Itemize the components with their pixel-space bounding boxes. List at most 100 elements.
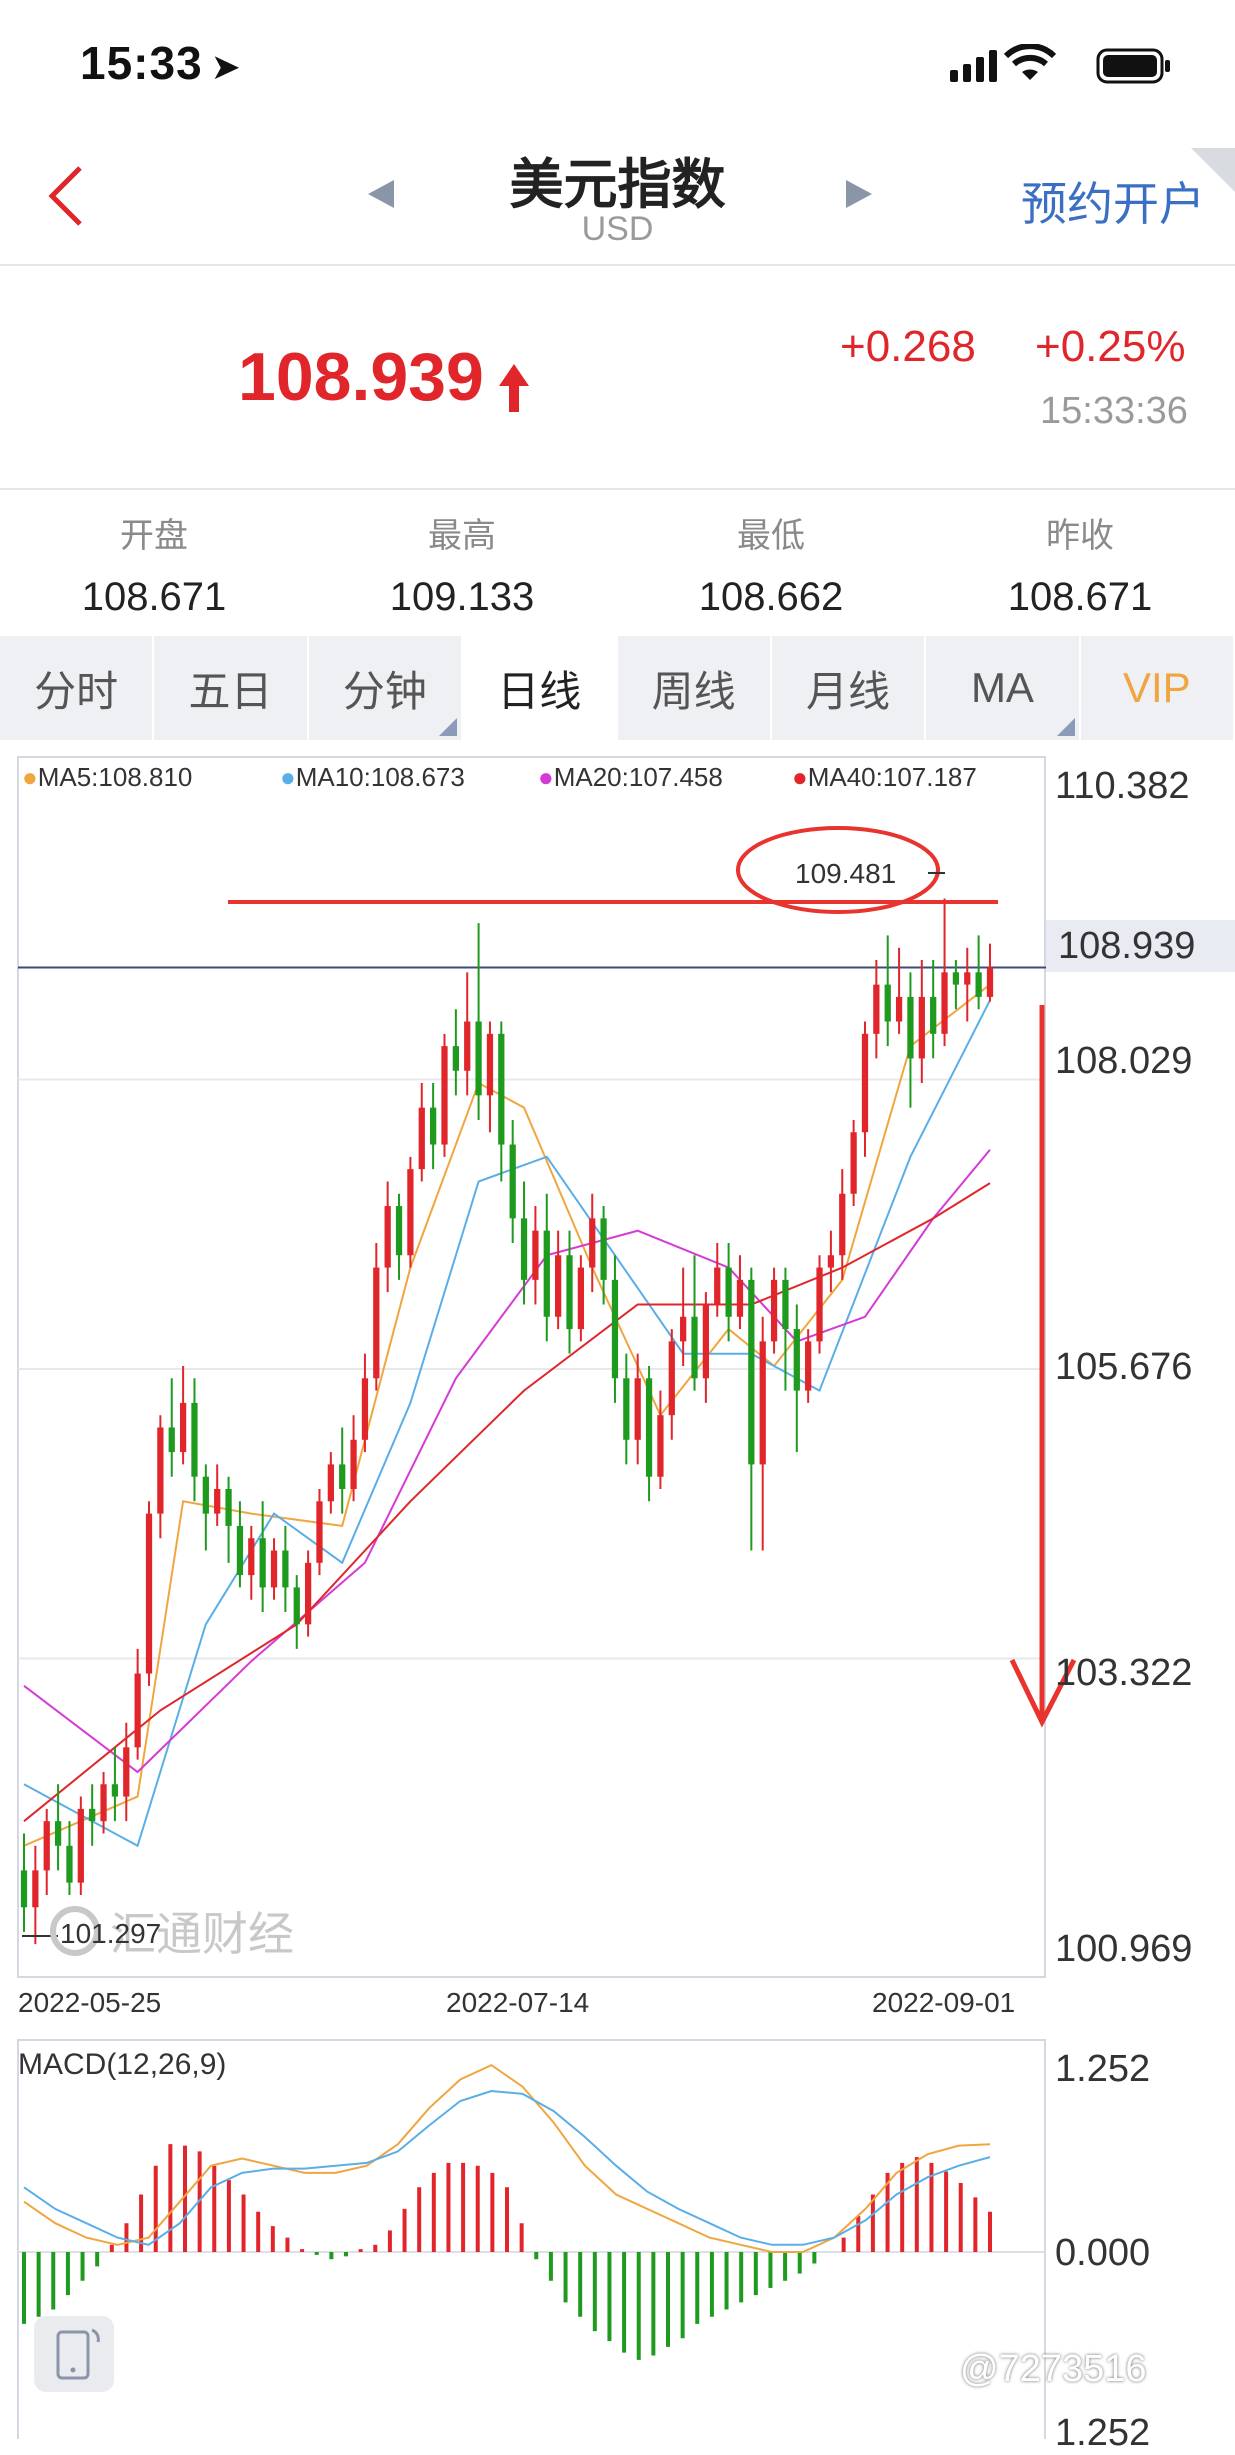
- candle-body: [236, 1525, 244, 1576]
- candle-body: [350, 1439, 357, 1490]
- tab-intraday[interactable]: 分时: [0, 636, 155, 740]
- signal-wifi-battery-icon: [950, 43, 1170, 84]
- watermark: 汇通财经: [50, 1898, 294, 1964]
- period-tabs: 分时 五日 分钟 日线 周线 月线 MA VIP: [0, 636, 1235, 740]
- candle-body: [168, 1427, 175, 1453]
- tab-minute[interactable]: 分钟: [309, 636, 464, 740]
- stat-value: 108.671: [81, 575, 227, 619]
- candle-body: [373, 1267, 380, 1379]
- candle-body: [509, 1144, 516, 1219]
- candle-body: [282, 1550, 289, 1588]
- macd-frame: [17, 2039, 1046, 2439]
- candle-body: [304, 1562, 312, 1625]
- candle-body: [725, 1267, 732, 1317]
- macd-axis-label: 1.252: [1055, 2412, 1151, 2454]
- candle-body: [907, 996, 914, 1059]
- candle-body: [452, 1046, 459, 1071]
- candle-body: [827, 1255, 835, 1268]
- current-price-axis-label: 108.939: [1046, 920, 1235, 972]
- stat-label: 开盘: [120, 517, 188, 555]
- stat-value: 108.662: [698, 575, 844, 619]
- candle-body: [986, 967, 994, 997]
- divider: [0, 488, 1235, 490]
- candle-body: [418, 1107, 425, 1170]
- quote-time: 15:33:36: [1040, 390, 1188, 432]
- down-arrow-head: [1009, 1658, 1077, 1728]
- tab-daily[interactable]: 日线: [463, 636, 618, 740]
- stat-high: 最高 109.133: [308, 508, 616, 620]
- candle-body: [543, 1230, 550, 1317]
- candle-body: [850, 1132, 857, 1194]
- candle-body: [20, 1870, 28, 1908]
- ma20-legend: ●MA20:107.458: [538, 762, 723, 792]
- candlestick-chart[interactable]: [0, 740, 1235, 2439]
- candle-body: [111, 1784, 119, 1797]
- candle-body: [884, 984, 891, 1022]
- candle-body: [805, 1341, 812, 1391]
- candle-body: [941, 972, 948, 1034]
- candle-body: [793, 1329, 800, 1391]
- price-change: +0.268: [840, 322, 976, 371]
- macd-axis-label: 0.000: [1055, 2232, 1151, 2274]
- date-label: 2022-05-25: [18, 1987, 162, 2018]
- stat-low: 最低 108.662: [617, 508, 925, 620]
- candle-body: [623, 1378, 630, 1440]
- tab-ma[interactable]: MA: [926, 636, 1081, 740]
- dropdown-corner-icon: [1056, 718, 1075, 736]
- dropdown-corner-icon: [439, 718, 458, 736]
- candle-body: [384, 1206, 391, 1268]
- tab-five-day[interactable]: 五日: [154, 636, 309, 740]
- candle-body: [930, 996, 937, 1034]
- candle-body: [680, 1316, 687, 1342]
- candle-body: [395, 1206, 403, 1256]
- watermark-logo-icon: [50, 1906, 100, 1956]
- tab-vip[interactable]: VIP: [1081, 636, 1235, 740]
- next-symbol-button[interactable]: [844, 178, 874, 215]
- divider: [0, 264, 1235, 266]
- stat-value: 109.133: [389, 575, 535, 619]
- chart-tool-button[interactable]: [34, 2316, 114, 2392]
- candle-body: [600, 1218, 607, 1280]
- candle-body: [532, 1230, 539, 1280]
- stat-open: 开盘 108.671: [0, 508, 308, 620]
- candle-body: [839, 1193, 846, 1256]
- candle-body: [748, 1279, 755, 1465]
- candle-body: [293, 1587, 300, 1625]
- prev-symbol-button[interactable]: [366, 178, 396, 215]
- stat-value: 108.671: [1007, 575, 1153, 619]
- highlight-ellipse: [736, 826, 940, 914]
- back-button[interactable]: [40, 160, 100, 230]
- price-axis-label: 100.969: [1055, 1928, 1193, 1970]
- candle-body: [736, 1279, 744, 1317]
- candle-body: [555, 1255, 562, 1317]
- corner-tag-icon: [1191, 148, 1235, 192]
- candle-body: [339, 1464, 346, 1490]
- macd-title: MACD(12,26,9): [18, 2048, 227, 2081]
- stat-label: 最低: [737, 517, 805, 555]
- price-change-percent: +0.25%: [1035, 322, 1186, 371]
- candle-body: [566, 1255, 573, 1330]
- candle-body: [668, 1341, 675, 1416]
- rotate-screen-icon: [56, 2328, 100, 2380]
- macd-dea-line: [23, 2089, 991, 2246]
- candle-body: [134, 1673, 141, 1748]
- candle-body: [895, 996, 903, 1022]
- candle-body: [520, 1218, 528, 1280]
- candle-body: [145, 1513, 153, 1674]
- tab-weekly[interactable]: 周线: [618, 636, 772, 740]
- triangle-left-icon: [368, 180, 394, 208]
- candle-body: [179, 1402, 187, 1453]
- candle-body: [486, 1033, 494, 1096]
- candle-body: [270, 1550, 278, 1588]
- candle-body: [123, 1747, 130, 1797]
- candle-body: [89, 1808, 96, 1822]
- reserve-account-button[interactable]: 预约开户: [1021, 178, 1205, 230]
- price-axis-label: 110.382: [1055, 765, 1190, 807]
- date-label: 2022-07-14: [446, 1987, 590, 2018]
- stat-label: 最高: [428, 517, 496, 555]
- candle-body: [464, 1021, 471, 1071]
- tab-monthly[interactable]: 月线: [772, 636, 927, 740]
- candle-body: [702, 1304, 710, 1379]
- triangle-right-icon: [846, 180, 872, 208]
- candle-body: [498, 1033, 505, 1145]
